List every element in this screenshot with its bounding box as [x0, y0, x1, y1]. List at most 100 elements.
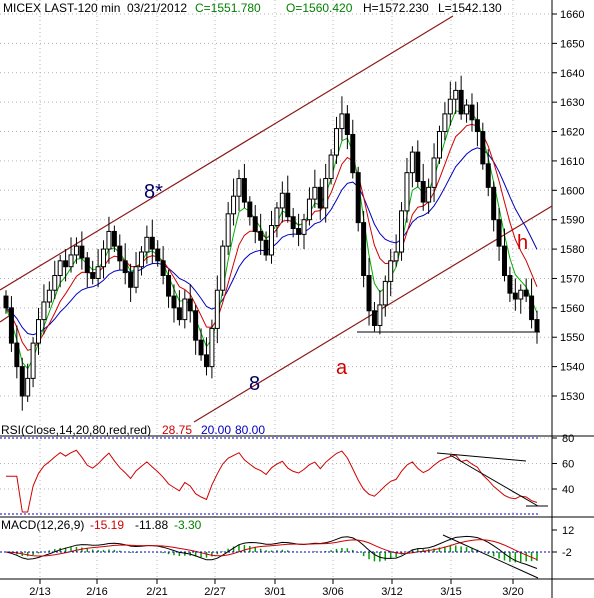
- candle-down: [111, 230, 117, 247]
- candle-up: [95, 266, 101, 279]
- candle-up: [447, 98, 453, 115]
- candle-up: [106, 230, 112, 250]
- candle-up: [220, 245, 226, 291]
- price-tick-label: 1620: [560, 127, 584, 139]
- wave-label-a: a: [336, 357, 348, 379]
- candle-down: [160, 260, 166, 277]
- candle-down: [79, 245, 85, 259]
- date-tick-label: 2/21: [146, 586, 167, 598]
- candle-up: [334, 128, 340, 156]
- candle-down: [84, 257, 90, 274]
- candle-down: [420, 180, 426, 203]
- date-label: 03/21/2012: [127, 1, 187, 15]
- candle-down: [252, 216, 258, 232]
- candle-down: [193, 310, 199, 341]
- rsi-axis: 80 60 40: [552, 433, 574, 496]
- candle-down: [496, 219, 502, 247]
- candle-up: [101, 248, 107, 268]
- price-tick-label: 1630: [560, 97, 584, 109]
- candle-down: [290, 216, 296, 230]
- candle-up: [133, 266, 139, 288]
- candle-up: [464, 104, 470, 115]
- channel-upper-line: [0, 15, 454, 291]
- candle-down: [285, 192, 291, 218]
- candle-down: [198, 339, 204, 356]
- candle-down: [63, 260, 69, 268]
- candle-down: [166, 275, 172, 297]
- candle-up: [138, 251, 144, 268]
- candle-down: [480, 131, 486, 165]
- rsi-tick-label: 80: [562, 433, 574, 445]
- date-tick-label: 2/13: [29, 586, 50, 598]
- candle-up: [382, 280, 388, 306]
- date-tick-label: 3/15: [440, 586, 461, 598]
- candle-down: [19, 366, 25, 397]
- candle-down: [176, 307, 182, 321]
- rsi-tick-label: 40: [562, 484, 574, 496]
- price-tick-label: 1530: [560, 391, 584, 403]
- candle-up: [426, 186, 432, 203]
- candle-down: [350, 133, 356, 174]
- wave-label-h: h: [517, 232, 528, 254]
- candle-down: [491, 186, 497, 221]
- date-tick-label: 2/16: [86, 586, 107, 598]
- candle-up: [399, 210, 405, 253]
- candle-down: [90, 272, 96, 279]
- price-tick-label: 1590: [560, 215, 584, 227]
- low-label: L=1542.130: [438, 1, 502, 15]
- candle-down: [263, 239, 269, 256]
- candle-down: [355, 172, 361, 224]
- candle-up: [231, 195, 237, 215]
- macd-histogram: [10, 544, 538, 563]
- candle-up: [442, 113, 448, 133]
- rsi-title: RSI(Close,14,20,80,red,red): [1, 423, 151, 437]
- candle-up: [436, 131, 442, 159]
- candle-up: [30, 342, 36, 379]
- candle-down: [128, 272, 134, 288]
- macd-tick-label: 12: [562, 525, 574, 537]
- date-axis: 2/13 2/16 2/21 2/27 3/01 3/06 3/12 3/15 3/20: [29, 579, 524, 598]
- macd-value-3: -3.30: [174, 518, 202, 532]
- candle-down: [187, 298, 193, 312]
- price-tick-label: 1540: [560, 362, 584, 374]
- candle-up: [453, 89, 459, 100]
- macd-grid: [39, 0, 514, 579]
- candle-down: [247, 201, 253, 218]
- candle-down: [507, 275, 513, 294]
- price-candles: [3, 75, 540, 411]
- candle-up: [328, 154, 334, 180]
- macd-trendline: [442, 534, 539, 579]
- candle-down: [241, 178, 247, 203]
- date-tick-label: 3/12: [381, 586, 402, 598]
- candle-down: [117, 245, 123, 262]
- macd-value-2: -11.88: [135, 518, 168, 532]
- candle-up: [73, 245, 79, 256]
- rsi-trendline-upper: [436, 452, 527, 462]
- open-label: O=1560.420: [286, 1, 353, 15]
- price-tick-label: 1580: [560, 244, 584, 256]
- candle-down: [469, 104, 475, 121]
- high-label: H=1572.230: [363, 1, 429, 15]
- candle-up: [57, 260, 63, 277]
- price-tick-label: 1610: [560, 156, 584, 168]
- candle-up: [46, 289, 52, 303]
- close-label: C=1551.780: [195, 1, 261, 15]
- candle-up: [36, 319, 42, 344]
- candle-down: [485, 163, 491, 188]
- candle-down: [203, 354, 209, 368]
- candle-up: [274, 207, 280, 227]
- macd-title: MACD(12,26,9): [1, 518, 84, 532]
- candle-down: [458, 89, 464, 115]
- macd-tick-label: -2: [562, 547, 572, 559]
- macd-line: [5, 535, 538, 569]
- rsi-low-value: 20.00: [201, 423, 231, 437]
- candle-down: [501, 245, 507, 277]
- candle-up: [225, 213, 231, 247]
- candle-down: [534, 319, 540, 333]
- date-tick-label: 3/01: [264, 586, 285, 598]
- candle-down: [361, 222, 367, 277]
- candle-up: [301, 219, 307, 235]
- candle-up: [409, 151, 415, 174]
- candle-down: [258, 230, 264, 241]
